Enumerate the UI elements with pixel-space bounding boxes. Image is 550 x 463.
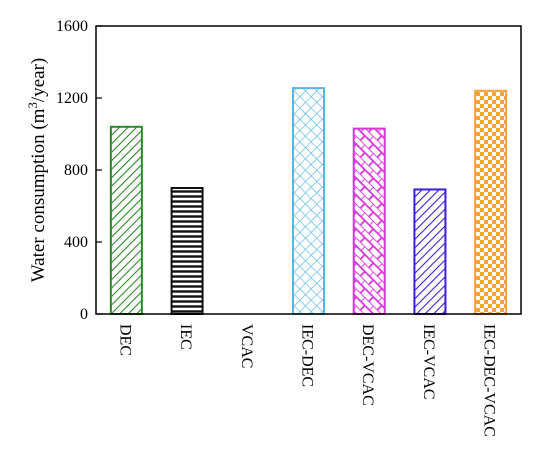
- y-axis-title-main: Water consumption (m: [28, 108, 49, 282]
- y-axis-title-tail: /year): [28, 58, 49, 102]
- bar-iec-dec: [292, 87, 325, 315]
- x-tick-label: DEC: [116, 324, 133, 356]
- y-axis-ticks: 0 400 800 1200 1600: [56, 18, 102, 323]
- x-tick-label: IEC-DEC-VCAC: [481, 324, 498, 437]
- svg-text:Water consumption (m3/year): Water consumption (m3/year): [25, 58, 50, 282]
- x-tick-label: IEC-DEC: [299, 324, 316, 387]
- x-tick-label: VCAC: [238, 324, 255, 368]
- bar-dec-vcac: [352, 127, 386, 315]
- y-tick-label: 0: [80, 306, 88, 323]
- bar-iec-vcac: [413, 188, 447, 315]
- bar-dec: [109, 125, 143, 315]
- x-tick-label: IEC-VCAC: [420, 324, 437, 400]
- y-tick-label: 400: [64, 234, 88, 251]
- y-axis-title: Water consumption (m3/year): [25, 58, 50, 282]
- y-tick-label: 1200: [56, 90, 88, 107]
- plot-frame: [95, 25, 522, 315]
- x-axis-labels: DEC IEC VCAC IEC-DEC DEC-VCAC IEC-VCAC IEC-DEC…: [116, 324, 497, 437]
- bar-iec-dec-vcac: [474, 89, 508, 315]
- bar-iec: [170, 187, 204, 315]
- y-tick-label: 800: [64, 162, 88, 179]
- y-tick-label: 1600: [56, 18, 88, 35]
- y-axis-title-superscript: 3: [25, 102, 40, 109]
- x-tick-label: IEC: [177, 324, 194, 350]
- x-tick-label: DEC-VCAC: [359, 324, 376, 406]
- bars: [109, 87, 508, 315]
